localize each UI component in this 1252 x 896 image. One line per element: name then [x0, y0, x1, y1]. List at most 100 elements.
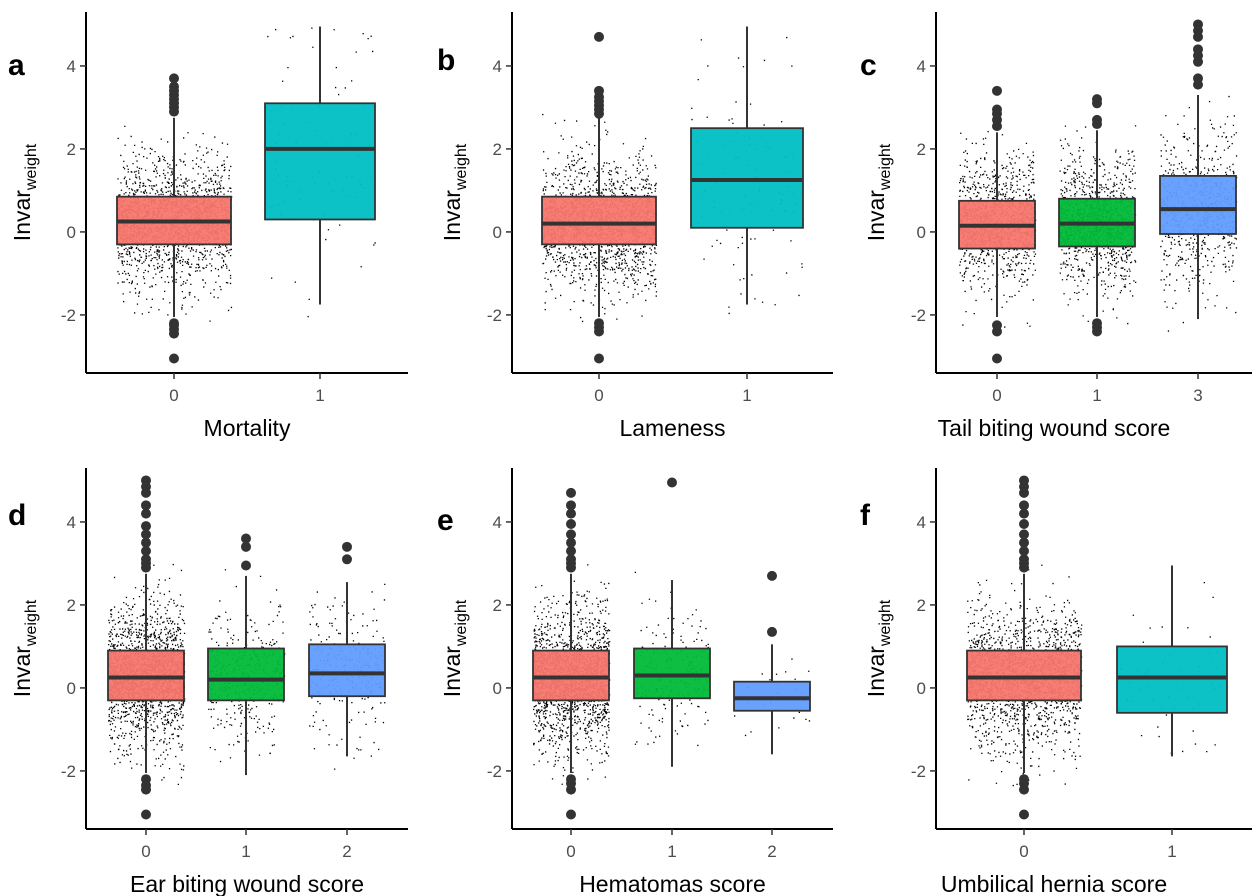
y-tick-label: 4 — [917, 513, 926, 532]
box-1 — [690, 127, 804, 229]
outlier-point — [141, 774, 151, 785]
outlier-point — [566, 554, 576, 565]
y-tick-label: 4 — [917, 57, 926, 76]
box-1 — [1116, 645, 1228, 714]
x-tick-label: 1 — [1092, 386, 1101, 405]
outlier-point — [767, 626, 777, 637]
panel-c: c Invarweight -2 0 2 4 0 1 3 Tail biting wound sc… — [860, 12, 1252, 441]
outlier-point — [342, 541, 352, 552]
outlier-point — [1193, 44, 1203, 55]
outlier-point — [1019, 554, 1029, 565]
x-tick-label: 0 — [566, 842, 575, 861]
x-tick-label: 0 — [141, 842, 150, 861]
outlier-point — [566, 809, 576, 820]
y-tick-label: 2 — [493, 140, 502, 159]
y-tick-label: 4 — [493, 513, 502, 532]
outlier-point — [992, 85, 1002, 96]
outlier-point — [169, 353, 179, 364]
outlier-point — [169, 73, 179, 84]
outlier-point — [594, 318, 604, 329]
outlier-point — [594, 85, 604, 96]
x-tick-label: 0 — [169, 386, 178, 405]
y-tick-label: 0 — [67, 679, 76, 698]
outlier-point — [992, 320, 1002, 331]
box-1 — [633, 647, 711, 700]
outlier-point — [141, 500, 151, 511]
outlier-point — [566, 529, 576, 540]
box-1 — [264, 102, 376, 221]
outlier-point — [1019, 500, 1029, 511]
panel-letter: c — [860, 49, 877, 82]
y-tick-label: 2 — [917, 140, 926, 159]
x-axis-title: Umbilical hernia score — [941, 871, 1167, 896]
outlier-point — [241, 560, 251, 571]
y-axis-title: Invarweight — [863, 143, 894, 241]
outlier-point — [141, 475, 151, 486]
box-2 — [308, 643, 386, 698]
box-0 — [107, 649, 185, 702]
y-tick-label: -2 — [487, 762, 502, 781]
x-tick-label: 0 — [992, 386, 1001, 405]
y-axis-title-subscript: weight — [453, 599, 470, 647]
y-axis-title-subscript: weight — [23, 143, 40, 191]
x-axis-title: Hematomas score — [579, 871, 766, 896]
outlier-point — [566, 508, 576, 519]
x-tick-label: 1 — [241, 842, 250, 861]
outlier-point — [141, 537, 151, 548]
y-tick-label: 0 — [67, 223, 76, 242]
x-tick-label: 3 — [1193, 386, 1202, 405]
x-axis-title: Ear biting wound score — [130, 871, 364, 896]
outlier-point — [566, 545, 576, 556]
y-axis-title-main: Invar — [9, 646, 35, 697]
y-tick-label: -2 — [61, 762, 76, 781]
outlier-point — [1092, 114, 1102, 125]
y-axis-title: Invarweight — [9, 599, 40, 697]
y-axis-title-main: Invar — [863, 190, 889, 241]
y-axis-title: Invarweight — [9, 143, 40, 241]
outlier-point — [241, 541, 251, 552]
y-tick-label: -2 — [911, 306, 926, 325]
jitter-points-path — [542, 113, 658, 323]
outlier-point — [1092, 318, 1102, 329]
y-axis-title-subscript: weight — [877, 143, 894, 191]
y-tick-label: -2 — [61, 306, 76, 325]
box-2 — [733, 680, 811, 712]
outlier-point — [1193, 19, 1203, 30]
outlier-point — [566, 500, 576, 511]
x-tick-label: 0 — [594, 386, 603, 405]
panel-letter: a — [8, 49, 25, 82]
x-tick-label: 1 — [1167, 842, 1176, 861]
outlier-point — [141, 529, 151, 540]
x-tick-label: 1 — [742, 386, 751, 405]
x-axis-title: Tail biting wound score — [938, 415, 1171, 441]
y-axis-title-main: Invar — [439, 190, 465, 241]
y-tick-label: -2 — [911, 762, 926, 781]
y-axis-title-main: Invar — [9, 190, 35, 241]
y-tick-label: 0 — [917, 223, 926, 242]
x-tick-label: 1 — [667, 842, 676, 861]
outlier-point — [1019, 508, 1029, 519]
outlier-point — [667, 477, 677, 488]
y-axis-title: Invarweight — [439, 143, 470, 241]
x-axis-title: Mortality — [204, 415, 291, 441]
outlier-point — [566, 537, 576, 548]
box-3 — [1159, 175, 1237, 235]
y-tick-label: -2 — [487, 306, 502, 325]
outlier-point — [1019, 809, 1029, 820]
panel-b: b Invarweight -2 0 2 4 0 1 Lameness — [437, 12, 833, 441]
outlier-point — [1019, 545, 1029, 556]
panel-letter: d — [8, 499, 26, 532]
outlier-point — [1019, 475, 1029, 486]
x-tick-label: 1 — [315, 386, 324, 405]
panel-a: a Invarweight -2 0 2 4 0 1 Mortality — [8, 12, 408, 441]
outlier-point — [767, 570, 777, 581]
y-tick-label: 0 — [917, 679, 926, 698]
outlier-point — [1193, 73, 1203, 84]
box-1 — [207, 647, 285, 702]
x-tick-label: 0 — [1019, 842, 1028, 861]
outlier-point — [566, 774, 576, 785]
y-axis-title-subscript: weight — [877, 599, 894, 647]
outlier-point — [1019, 537, 1029, 548]
